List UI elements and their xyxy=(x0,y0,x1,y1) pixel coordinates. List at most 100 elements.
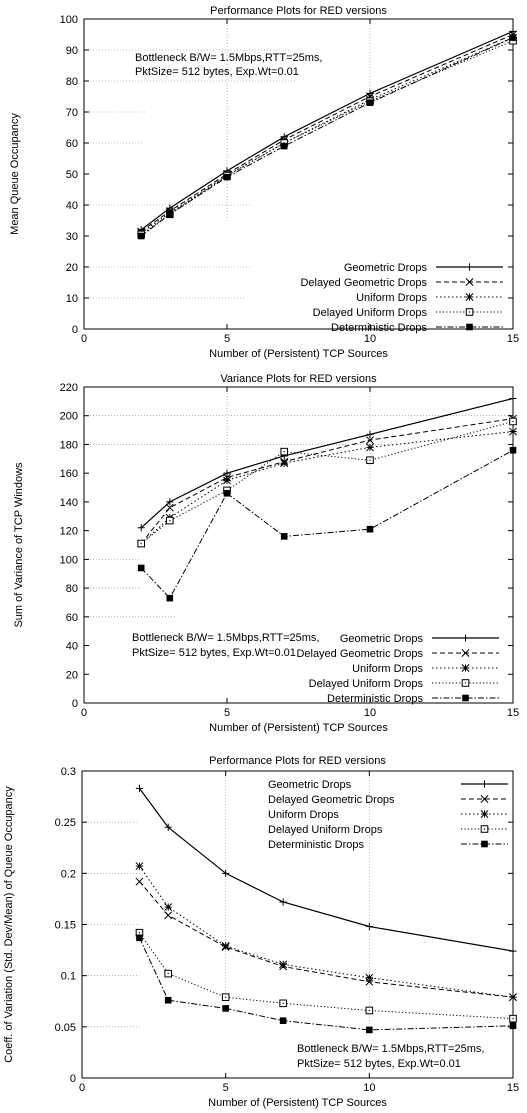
legend-marker xyxy=(461,664,470,672)
data-point xyxy=(165,503,174,512)
chart-2: Variance Plots for RED versions 0 20 40 60 80… xyxy=(13,373,519,734)
y-tick-label: 10 xyxy=(66,293,78,305)
series-line xyxy=(140,37,514,237)
annotation-text: Bottleneck B/W= 1.5Mbps,RTT=25ms, xyxy=(297,1043,484,1055)
data-point xyxy=(223,476,231,485)
data-point xyxy=(222,869,230,877)
legend: Geometric Drops Delayed Geometric Drops Un… xyxy=(296,633,499,705)
y-tick-label: 0.05 xyxy=(55,1022,76,1034)
series-4 xyxy=(135,928,517,1023)
y-tick-label: 20 xyxy=(66,669,78,681)
legend-marker xyxy=(466,323,473,331)
legend-marker-dot xyxy=(468,311,471,313)
data-point xyxy=(366,525,374,533)
x-tick-label: 15 xyxy=(507,1082,519,1094)
y-tick-label: 80 xyxy=(66,583,78,595)
x-tick-label: 5 xyxy=(224,333,230,345)
y-tick-label: 140 xyxy=(60,497,78,509)
y-tick-label: 160 xyxy=(60,468,78,480)
y-tick-label: 100 xyxy=(60,554,78,566)
data-point-dot xyxy=(512,420,514,423)
x-axis-label: Number of (Persistent) TCP Sources xyxy=(209,722,388,734)
chart-title: Performance Plots for RED versions xyxy=(210,5,387,17)
data-point xyxy=(135,877,144,886)
data-point-dot xyxy=(140,542,142,545)
plot-frame xyxy=(83,386,514,704)
data-point-dot xyxy=(282,1002,284,1004)
data-point xyxy=(166,211,174,218)
data-point xyxy=(137,232,145,240)
chart-3: Performance Plots for RED versions 0 0.05 0… xyxy=(3,755,519,1109)
y-tick-label: 0 xyxy=(72,698,78,710)
legend-marker xyxy=(480,810,489,818)
legend-label: Delayed Uniform Drops xyxy=(309,678,424,690)
legend: Geometric Drops Delayed Geometric Drops Un… xyxy=(300,262,503,334)
x-tick-label: 15 xyxy=(507,707,519,719)
series-line xyxy=(140,397,514,529)
series-line xyxy=(140,30,514,231)
data-point-dot xyxy=(369,459,371,461)
y-tick-label: 120 xyxy=(60,526,78,538)
y-tick-label: 220 xyxy=(60,382,78,394)
data-point xyxy=(366,443,374,452)
data-point xyxy=(164,823,172,831)
series-5 xyxy=(137,34,517,240)
data-point-dot xyxy=(225,996,227,998)
y-tick-label: 30 xyxy=(66,231,78,243)
y-tick-label: 0.3 xyxy=(61,766,76,778)
series-line xyxy=(140,418,514,544)
y-tick-label: 0.1 xyxy=(61,971,76,983)
y-tick-label: 40 xyxy=(66,641,78,653)
legend-marker xyxy=(462,694,469,702)
grid xyxy=(84,19,371,329)
y-tick-label: 0.25 xyxy=(55,817,76,829)
y-axis-label: Coeff. of Variation (Std. Dev/Mean) of Q… xyxy=(3,786,15,1063)
y-tick-label: 0 xyxy=(72,324,78,336)
data-point-dot xyxy=(138,932,141,934)
y-tick-label: 100 xyxy=(60,14,78,26)
series-line xyxy=(140,449,514,599)
series-1 xyxy=(137,394,517,532)
legend-label: Geometric Drops xyxy=(340,633,424,645)
data-point xyxy=(135,862,144,871)
series-2 xyxy=(137,414,517,548)
data-point xyxy=(280,142,288,150)
x-tick-label: 0 xyxy=(81,707,87,719)
data-point xyxy=(279,960,288,969)
series-3 xyxy=(137,33,517,237)
y-tick-label: 80 xyxy=(66,76,78,88)
legend-marker xyxy=(481,840,488,848)
y-tick-label: 50 xyxy=(66,169,78,181)
data-point xyxy=(222,1005,229,1012)
chart-1: Performance Plots for RED versions 0 10 20 3… xyxy=(9,5,519,360)
legend-marker xyxy=(465,263,474,271)
data-point-dot xyxy=(283,451,285,453)
data-point xyxy=(164,903,173,912)
legend-marker-dot xyxy=(483,828,486,830)
x-tick-label: 0 xyxy=(81,333,87,345)
x-tick-label: 10 xyxy=(364,707,376,719)
legend-label: Delayed Uniform Drops xyxy=(313,307,428,319)
series-line xyxy=(139,937,514,1031)
data-point xyxy=(365,973,374,982)
series-5 xyxy=(136,934,517,1034)
data-point xyxy=(221,942,230,950)
data-point xyxy=(509,427,517,436)
annotation-text: PktSize= 512 bytes, Exp.Wt=0.01 xyxy=(135,66,299,78)
legend-label: Delayed Geometric Drops xyxy=(268,794,395,806)
y-tick-label: 180 xyxy=(60,439,78,451)
legend-label: Geometric Drops xyxy=(344,262,428,274)
y-tick-label: 90 xyxy=(66,45,78,57)
data-point-dot xyxy=(169,519,171,522)
series-2 xyxy=(135,877,517,1002)
legend-marker xyxy=(461,649,470,657)
annotation-text: PktSize= 512 bytes, Exp.Wt=0.01 xyxy=(132,647,296,659)
series-5 xyxy=(137,446,517,602)
legend-marker xyxy=(465,278,474,286)
series-line xyxy=(140,431,514,544)
data-point xyxy=(279,898,287,906)
series-line xyxy=(140,34,514,232)
legend-label: Geometric Drops xyxy=(268,779,352,791)
data-point xyxy=(164,996,172,1004)
legend-marker xyxy=(465,293,474,301)
